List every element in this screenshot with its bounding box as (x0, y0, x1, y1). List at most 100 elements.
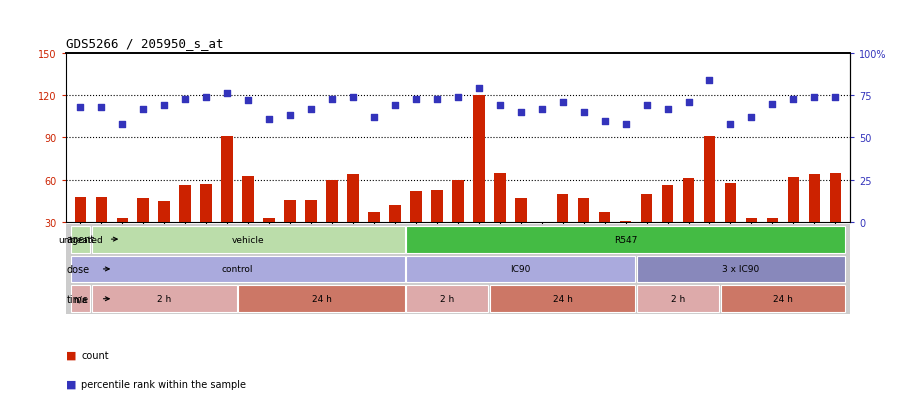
Bar (71, 286, 90, 312)
Bar (221, 137, 232, 265)
Point (639, 103, 653, 109)
Point (785, 96, 800, 102)
Point (806, 94, 821, 101)
Bar (389, 206, 400, 265)
Point (241, 98, 255, 104)
Point (73, 104, 87, 111)
Text: vehicle: vehicle (231, 235, 264, 244)
Bar (619, 221, 630, 265)
Point (660, 106, 674, 113)
Bar (238, 286, 404, 312)
Point (199, 94, 213, 101)
Bar (242, 176, 253, 265)
Point (429, 96, 444, 102)
Point (555, 100, 569, 106)
Bar (557, 195, 568, 265)
Bar (284, 200, 295, 265)
Bar (515, 199, 526, 265)
Text: IC90: IC90 (510, 265, 530, 274)
Bar (787, 178, 798, 265)
Bar (405, 286, 488, 312)
Bar (640, 195, 651, 265)
Bar (92, 286, 237, 312)
Text: 2 h: 2 h (670, 294, 684, 304)
Point (827, 94, 842, 101)
Point (534, 106, 548, 113)
Bar (75, 197, 86, 265)
Point (324, 96, 339, 102)
Text: n/a: n/a (73, 294, 87, 304)
Point (220, 91, 234, 97)
Point (387, 103, 402, 109)
Text: 24 h: 24 h (552, 294, 572, 304)
Text: untreated: untreated (58, 235, 103, 244)
Bar (720, 286, 844, 312)
Point (303, 106, 318, 113)
Text: control: control (221, 265, 253, 274)
Bar (489, 286, 635, 312)
Point (282, 113, 297, 119)
Text: 24 h: 24 h (312, 294, 331, 304)
Point (576, 109, 590, 116)
Text: ■: ■ (66, 350, 77, 360)
Bar (452, 180, 463, 265)
Bar (138, 199, 148, 265)
Point (178, 96, 192, 102)
Point (743, 114, 758, 121)
Text: 24 h: 24 h (773, 294, 792, 304)
Bar (405, 256, 635, 282)
Bar (305, 200, 316, 265)
Bar (368, 213, 379, 265)
Point (681, 100, 695, 106)
Bar (808, 175, 819, 265)
Bar (179, 186, 190, 265)
Point (115, 121, 129, 128)
Text: 2 h: 2 h (157, 294, 171, 304)
Point (136, 106, 150, 113)
Point (345, 94, 360, 101)
Bar (599, 213, 609, 265)
Bar (410, 192, 421, 265)
Point (366, 114, 381, 121)
Bar (92, 226, 404, 253)
Point (408, 96, 423, 102)
Point (492, 103, 507, 109)
Bar (405, 226, 844, 253)
Bar (326, 180, 337, 265)
Bar (636, 256, 844, 282)
Point (157, 103, 171, 109)
Point (450, 94, 465, 101)
Point (618, 121, 632, 128)
Point (513, 109, 527, 116)
Bar (636, 286, 719, 312)
Bar (159, 202, 169, 265)
Point (701, 77, 716, 84)
Text: ■: ■ (66, 379, 77, 389)
Point (471, 86, 486, 93)
Bar (96, 197, 107, 265)
Bar (578, 199, 589, 265)
Bar (473, 96, 484, 265)
Text: 2 h: 2 h (440, 294, 454, 304)
Bar (829, 173, 840, 265)
Text: R547: R547 (613, 235, 637, 244)
Bar (661, 186, 672, 265)
Bar (766, 218, 777, 265)
Text: agent: agent (67, 235, 95, 244)
Bar (117, 218, 128, 265)
Point (261, 116, 276, 123)
Bar (263, 218, 274, 265)
Bar (71, 226, 90, 253)
Text: count: count (81, 350, 108, 360)
Bar (200, 185, 211, 265)
Bar (431, 190, 442, 265)
Text: percentile rank within the sample: percentile rank within the sample (81, 379, 246, 389)
Point (764, 101, 779, 108)
Bar (494, 173, 505, 265)
Point (722, 121, 737, 128)
Point (94, 104, 108, 111)
Text: time: time (67, 294, 88, 304)
Bar (536, 240, 547, 265)
Point (597, 118, 611, 125)
Bar (703, 137, 714, 265)
